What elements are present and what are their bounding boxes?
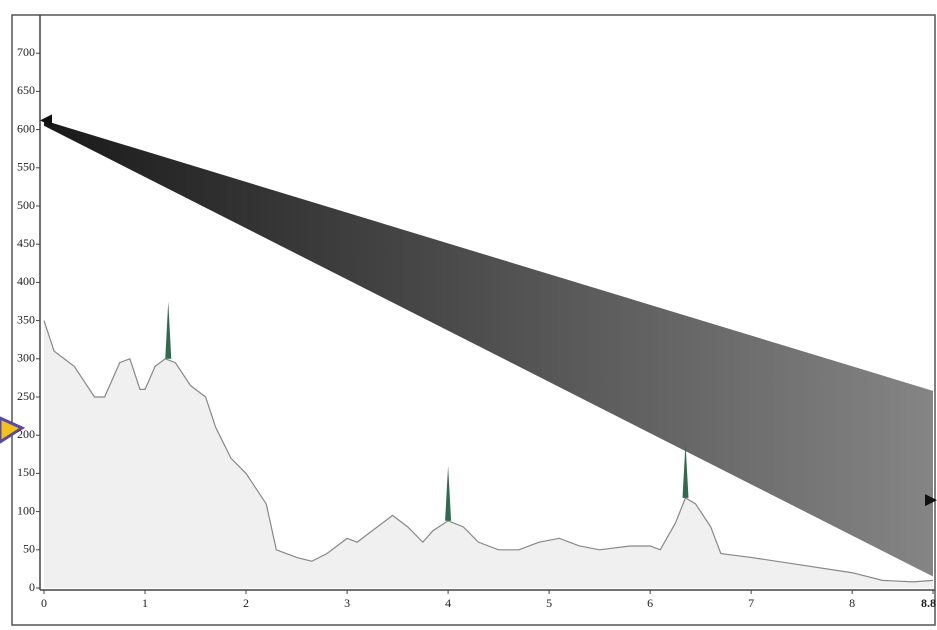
y-tick-label: 500 — [17, 198, 35, 212]
x-tick-label: 7 — [748, 596, 754, 610]
x-tick-label: 0 — [41, 596, 47, 610]
x-tick-label: 3 — [344, 596, 350, 610]
y-tick-label: 300 — [17, 351, 35, 365]
y-tick-label: 450 — [17, 236, 35, 250]
y-tick-label: 350 — [17, 312, 35, 326]
page: 0501001502002503003504004505005506006507… — [0, 0, 937, 630]
y-tick-label: 200 — [17, 427, 35, 441]
x-tick-label: 6 — [647, 596, 653, 610]
y-tick-label: 0 — [29, 580, 35, 594]
y-tick-label: 50 — [23, 542, 35, 556]
x-tick-label: 1 — [142, 596, 148, 610]
mast — [445, 466, 451, 521]
x-tick-label: 8 — [849, 596, 855, 610]
x-tick-label: 8.8 — [921, 596, 936, 610]
y-tick-label: 600 — [17, 121, 35, 135]
x-tick-label: 2 — [243, 596, 249, 610]
x-tick-label: 5 — [546, 596, 552, 610]
y-tick-label: 100 — [17, 503, 35, 517]
x-tick-label: 4 — [445, 596, 451, 610]
y-tick-label: 550 — [17, 160, 35, 174]
y-tick-label: 250 — [17, 389, 35, 403]
mast — [165, 302, 171, 359]
chart: 0501001502002503003504004505005506006507… — [0, 0, 937, 630]
y-tick-label: 400 — [17, 274, 35, 288]
y-tick-label: 650 — [17, 83, 35, 97]
y-tick-label: 700 — [17, 45, 35, 59]
y-tick-label: 150 — [17, 465, 35, 479]
